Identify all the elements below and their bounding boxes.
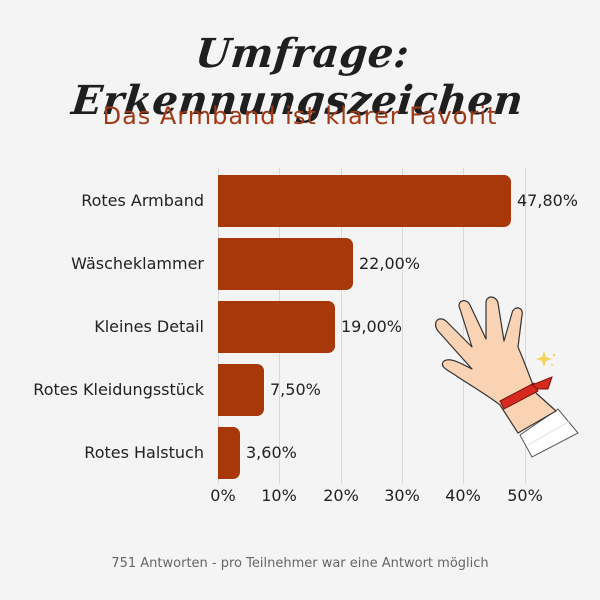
x-tick: 20% [323, 486, 359, 505]
category-label: Wäscheklammer [71, 254, 204, 273]
category-label: Rotes Halstuch [84, 443, 204, 462]
chart-subtitle: Das Armband ist klarer Favorit [102, 102, 498, 130]
value-label: 22,00% [359, 254, 421, 273]
bar-rotes-armband [218, 175, 511, 227]
x-tick: 0% [210, 486, 236, 505]
bar-waescheklammer [218, 238, 353, 290]
value-label: 7,50% [270, 380, 321, 399]
bar-kleines-detail [218, 301, 335, 353]
value-label: 47,80% [517, 191, 579, 210]
x-tick: 10% [261, 486, 297, 505]
x-tick: 50% [507, 486, 543, 505]
bar-rotes-kleidungsstueck [218, 364, 264, 416]
category-label: Rotes Kleidungsstück [33, 380, 204, 399]
value-label: 19,00% [341, 317, 403, 336]
x-tick: 40% [445, 486, 481, 505]
footer-note: 751 Antworten - pro Teilnehmer war eine … [111, 556, 489, 571]
x-tick: 30% [384, 486, 420, 505]
gridline-50 [525, 168, 526, 484]
category-label: Rotes Armband [81, 191, 204, 210]
bar-rotes-halstuch [218, 427, 240, 479]
hand-with-red-bracelet-icon [434, 296, 579, 458]
gridline-20 [341, 168, 342, 484]
gridline-40 [463, 168, 464, 484]
gridline-30 [402, 168, 403, 484]
value-label: 3,60% [246, 443, 297, 462]
category-label: Kleines Detail [94, 317, 204, 336]
